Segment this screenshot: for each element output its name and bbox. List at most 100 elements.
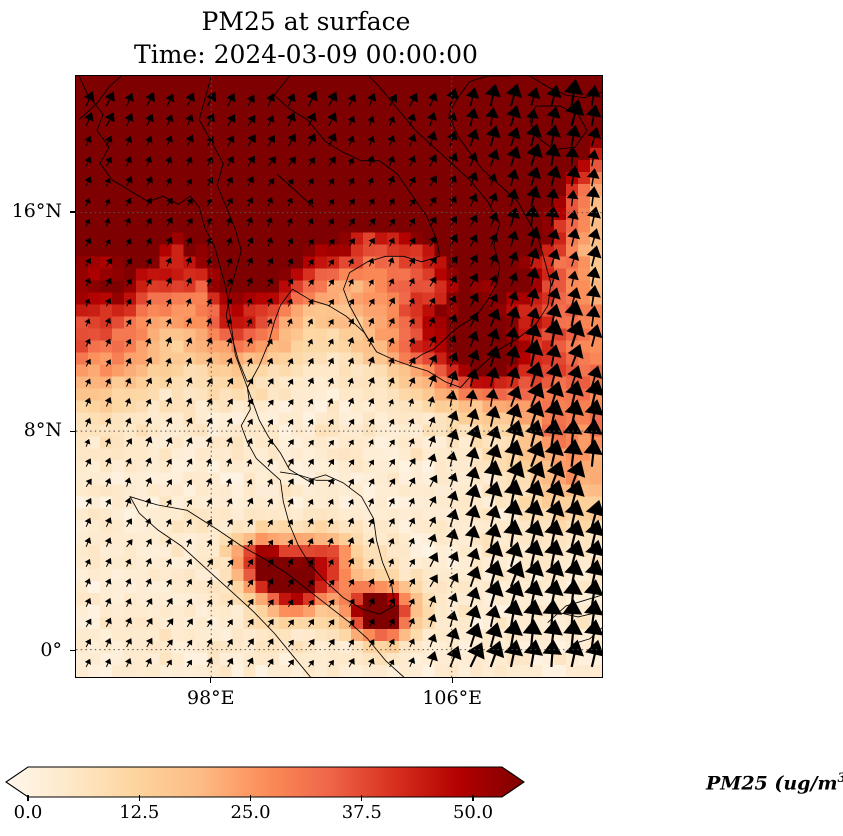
wind-arrow <box>368 618 375 628</box>
wind-arrow <box>145 398 152 407</box>
wind-arrow <box>306 90 318 107</box>
wind-arrow <box>428 416 436 427</box>
wind-arrow <box>246 318 253 327</box>
wind-arrow <box>408 357 416 367</box>
colorbar[interactable] <box>5 766 525 798</box>
wind-arrow <box>348 298 355 307</box>
wind-arrow <box>567 209 579 227</box>
wind-arrow <box>524 519 544 548</box>
wind-arrow <box>185 397 193 407</box>
wind-arrow <box>267 257 274 267</box>
wind-arrow <box>307 377 315 387</box>
wind-arrow <box>485 366 500 387</box>
wind-arrow <box>484 481 503 507</box>
wind-arrow <box>546 106 561 127</box>
wind-arrow <box>565 479 585 507</box>
wind-arrow <box>165 518 172 528</box>
wind-arrow <box>166 499 172 507</box>
wind-arrow <box>408 657 416 668</box>
wind-arrow <box>246 478 253 487</box>
wind-arrow <box>226 156 234 167</box>
ticklabel-lat-16: 16°N <box>11 200 62 223</box>
wind-arrow <box>428 316 436 327</box>
wind-arrow <box>566 189 579 207</box>
wind-arrow <box>287 539 294 548</box>
wind-arrow <box>347 517 355 527</box>
wind-arrow <box>105 238 111 247</box>
wind-arrow <box>287 238 294 247</box>
wind-arrow <box>206 539 213 548</box>
wind-arrow <box>226 498 233 507</box>
wind-arrow <box>487 328 500 347</box>
wind-arrow <box>186 458 193 467</box>
wind-arrow <box>368 639 375 648</box>
wind-arrow <box>105 277 112 287</box>
wind-arrow <box>246 657 254 668</box>
wind-arrow <box>328 156 336 167</box>
wind-arrow <box>367 498 375 507</box>
wind-arrow <box>306 112 317 127</box>
wind-arrow <box>105 557 112 567</box>
wind-arrow <box>125 638 132 648</box>
wind-arrow <box>526 287 540 307</box>
wind-arrow <box>429 196 437 207</box>
wind-arrow <box>267 378 274 387</box>
wind-arrow <box>165 298 172 307</box>
wind-arrow <box>429 175 437 187</box>
wind-arrow <box>267 438 274 447</box>
wind-arrow <box>287 498 294 507</box>
wind-arrow <box>287 358 294 367</box>
wind-arrow <box>226 357 233 367</box>
map-plot-area[interactable] <box>75 75 603 678</box>
wind-arrow <box>165 216 173 227</box>
wind-arrow <box>165 93 175 107</box>
wind-arrow <box>567 270 579 287</box>
wind-arrow <box>185 134 194 147</box>
wind-arrow <box>448 295 457 307</box>
wind-arrow <box>408 155 416 167</box>
wind-arrow <box>104 597 112 608</box>
wind-arrow <box>409 198 416 207</box>
wind-arrow <box>125 617 133 628</box>
colorbar-tick-12.5 <box>138 795 140 801</box>
wind-arrow <box>105 359 112 367</box>
wind-arrow <box>488 192 498 207</box>
wind-arrow <box>368 198 375 207</box>
wind-arrow <box>465 622 483 648</box>
wind-arrow <box>328 299 334 307</box>
wind-arrow <box>186 518 192 528</box>
wind-arrow <box>388 478 396 488</box>
wind-arrow <box>585 284 601 307</box>
wind-arrow <box>104 517 112 527</box>
wind-arrow <box>126 539 133 548</box>
wind-arrow <box>368 218 376 227</box>
wind-arrow <box>247 539 253 548</box>
wind-arrow <box>206 156 214 167</box>
wind-arrow <box>246 237 254 247</box>
wind-arrow <box>267 519 273 528</box>
wind-arrow <box>484 559 504 588</box>
wind-arrow <box>465 389 478 407</box>
wind-arrow <box>125 319 132 327</box>
wind-arrow <box>388 317 395 327</box>
wind-arrow <box>186 639 193 648</box>
wind-arrow <box>389 218 396 227</box>
wind-arrow <box>287 133 297 147</box>
wind-arrow <box>565 124 581 147</box>
wind-arrow <box>246 94 255 107</box>
wind-arrow <box>84 91 95 107</box>
wind-arrow <box>429 276 437 287</box>
wind-arrow <box>348 198 355 207</box>
wind-arrow <box>428 335 437 347</box>
wind-arrow <box>507 126 521 147</box>
wind-arrow <box>145 318 152 327</box>
wind-arrow <box>564 299 584 327</box>
wind-arrow <box>484 579 504 608</box>
wind-arrow <box>165 578 172 588</box>
wind-arrow <box>84 176 92 187</box>
wind-arrow <box>327 398 334 407</box>
wind-arrow <box>408 517 416 528</box>
colorbar-tick-0.0 <box>27 795 29 801</box>
wind-arrow <box>286 298 293 307</box>
wind-arrow <box>267 156 277 167</box>
